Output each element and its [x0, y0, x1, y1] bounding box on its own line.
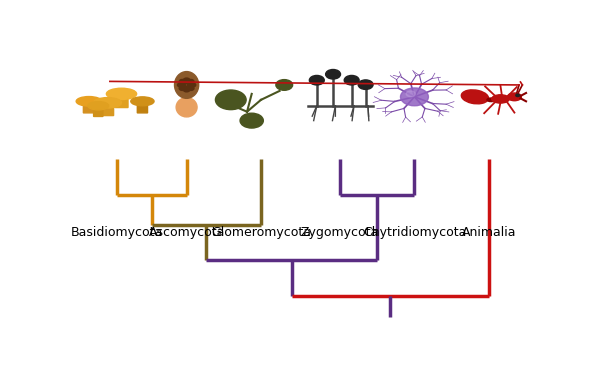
Circle shape — [182, 85, 186, 88]
Ellipse shape — [94, 98, 121, 108]
FancyBboxPatch shape — [115, 93, 128, 108]
Circle shape — [179, 80, 186, 84]
Circle shape — [276, 80, 293, 90]
Ellipse shape — [175, 71, 199, 98]
Ellipse shape — [88, 102, 109, 110]
Text: Zygomycota: Zygomycota — [301, 226, 379, 239]
Circle shape — [179, 86, 186, 90]
Circle shape — [516, 94, 520, 96]
Ellipse shape — [109, 93, 134, 97]
Ellipse shape — [491, 95, 509, 103]
Ellipse shape — [106, 88, 137, 100]
Circle shape — [184, 88, 190, 92]
Ellipse shape — [133, 100, 152, 104]
Ellipse shape — [487, 98, 496, 102]
Text: Chytridiomycota: Chytridiomycota — [363, 226, 466, 239]
Circle shape — [187, 82, 191, 85]
Text: Glomeromycota: Glomeromycota — [211, 226, 311, 239]
Text: Animalia: Animalia — [461, 226, 516, 239]
Ellipse shape — [78, 100, 100, 104]
Text: Ascomycota: Ascomycota — [148, 226, 225, 239]
Circle shape — [189, 83, 196, 87]
Circle shape — [187, 80, 194, 84]
Ellipse shape — [89, 105, 107, 108]
FancyBboxPatch shape — [83, 101, 95, 113]
Circle shape — [187, 85, 191, 88]
Ellipse shape — [95, 102, 119, 106]
Circle shape — [326, 69, 341, 79]
Ellipse shape — [176, 98, 197, 117]
Circle shape — [187, 86, 194, 90]
Circle shape — [240, 113, 263, 128]
Circle shape — [406, 91, 415, 97]
Ellipse shape — [508, 93, 521, 101]
Circle shape — [178, 83, 184, 87]
Circle shape — [358, 80, 373, 90]
Circle shape — [310, 75, 324, 85]
Ellipse shape — [76, 96, 102, 106]
Circle shape — [344, 75, 359, 85]
Circle shape — [182, 82, 186, 85]
FancyBboxPatch shape — [94, 105, 103, 117]
Circle shape — [184, 78, 190, 82]
Ellipse shape — [461, 90, 488, 104]
Ellipse shape — [131, 97, 154, 106]
Text: Basidiomycota: Basidiomycota — [71, 226, 163, 239]
Circle shape — [215, 90, 246, 110]
FancyBboxPatch shape — [137, 101, 148, 113]
Circle shape — [401, 88, 428, 106]
FancyBboxPatch shape — [101, 103, 113, 115]
